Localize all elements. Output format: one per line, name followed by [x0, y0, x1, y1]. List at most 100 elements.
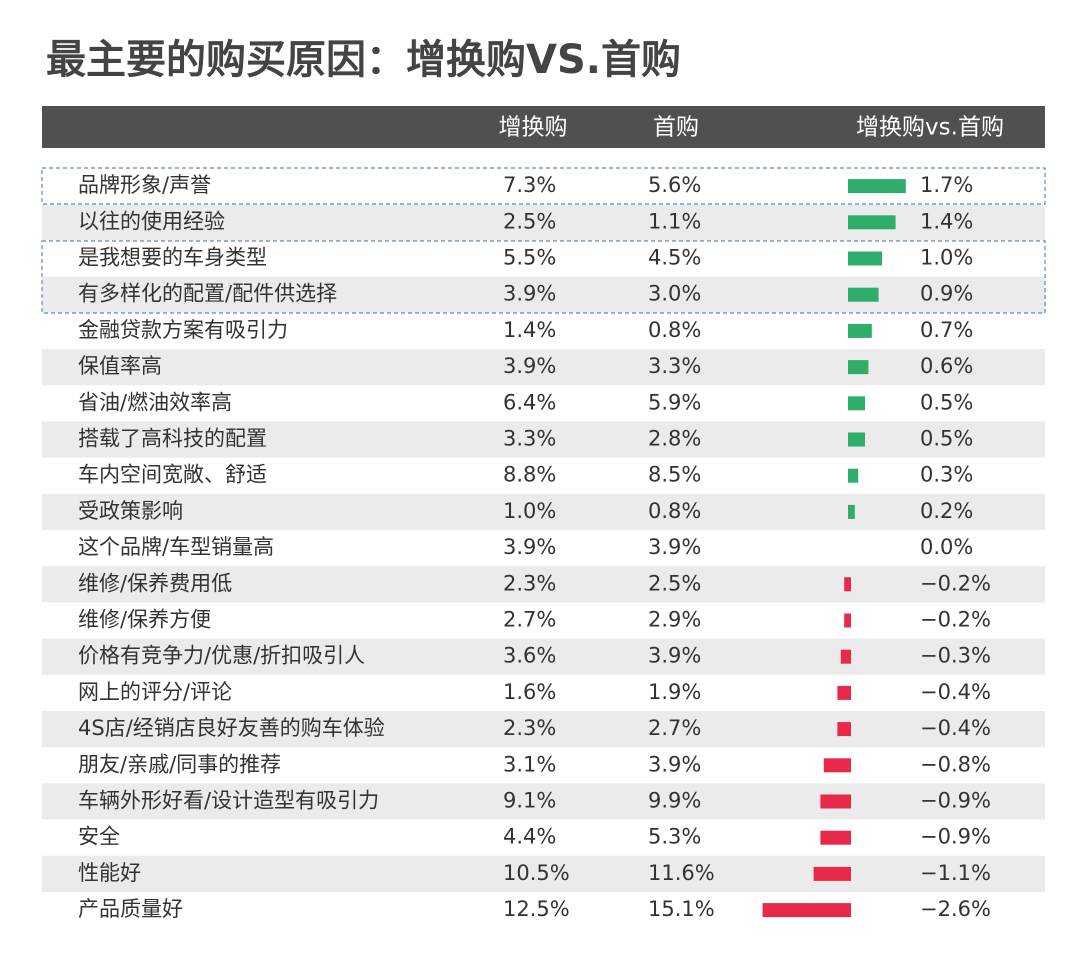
diff-bar [762, 903, 851, 918]
diff-bar [837, 722, 851, 737]
first-share: 3.0% [648, 282, 701, 306]
repeat-share: 1.6% [503, 680, 556, 704]
diff-label: −0.9% [920, 825, 991, 849]
repeat-share: 3.9% [503, 354, 556, 378]
reason: 维修/保养费用低 [78, 571, 232, 595]
diff-label: 1.7% [920, 173, 973, 197]
first-share: 3.9% [648, 752, 701, 776]
first-share: 3.9% [648, 644, 701, 668]
reason: 网上的评分/评论 [78, 680, 232, 704]
diff-bar [823, 758, 851, 773]
repeat-share: 12.5% [503, 897, 570, 921]
diff-bar [848, 179, 906, 194]
column-header: 增换购 [499, 115, 568, 141]
diff-bar [844, 577, 851, 592]
diff-bar [848, 287, 879, 302]
repeat-share: 1.0% [503, 499, 556, 523]
repeat-share: 3.3% [503, 427, 556, 451]
reason: 这个品牌/车型销量高 [78, 535, 274, 559]
diff-label: −0.9% [920, 789, 991, 813]
reason: 性能好 [78, 861, 141, 885]
row-bg [42, 493, 1045, 530]
diff-label: 0.7% [920, 318, 973, 342]
diff-label: 0.9% [920, 282, 973, 306]
header-bar [42, 106, 1045, 148]
diff-label: 0.3% [920, 463, 973, 487]
diff-bar [820, 830, 851, 845]
diff-label: 0.2% [920, 499, 973, 523]
reason: 金融贷款方案有吸引力 [78, 318, 288, 342]
diff-bar [813, 866, 851, 881]
diff-label: 0.5% [920, 427, 973, 451]
diff-label: 0.6% [920, 354, 973, 378]
row-bg [42, 349, 1045, 386]
reason: 朋友/亲戚/同事的推荐 [78, 752, 281, 776]
column-header: 首购 [653, 115, 699, 141]
diff-bar [848, 468, 859, 483]
reason: 产品质量好 [78, 897, 183, 921]
diff-bar [848, 504, 855, 519]
repeat-share: 3.9% [503, 282, 556, 306]
reason: 搭载了高科技的配置 [78, 427, 267, 451]
repeat-share: 9.1% [503, 789, 556, 813]
diff-label: −0.8% [920, 752, 991, 776]
diff-label: −0.4% [920, 716, 991, 740]
reason: 有多样化的配置/配件供选择 [78, 282, 337, 306]
first-share: 3.3% [648, 354, 701, 378]
repeat-share: 1.4% [503, 318, 556, 342]
repeat-share: 4.4% [503, 825, 556, 849]
diff-label: −0.2% [920, 571, 991, 595]
first-share: 2.5% [648, 571, 701, 595]
first-share: 4.5% [648, 246, 701, 270]
diff-bar [848, 360, 869, 375]
first-share: 3.9% [648, 535, 701, 559]
reason: 车辆外形好看/设计造型有吸引力 [78, 789, 379, 813]
repeat-share: 2.3% [503, 716, 556, 740]
reason: 以往的使用经验 [78, 209, 225, 233]
first-share: 1.1% [648, 209, 701, 233]
diff-label: −0.4% [920, 680, 991, 704]
first-share: 2.8% [648, 427, 701, 451]
reason: 车内空间宽敞、舒适 [78, 463, 267, 487]
first-share: 9.9% [648, 789, 701, 813]
first-share: 15.1% [648, 897, 715, 921]
first-share: 2.7% [648, 716, 701, 740]
reason: 品牌形象/声誉 [78, 173, 211, 197]
first-share: 5.3% [648, 825, 701, 849]
row-bg [42, 783, 1045, 820]
diff-bar [837, 685, 851, 700]
repeat-share: 2.5% [503, 209, 556, 233]
repeat-share: 2.7% [503, 608, 556, 632]
repeat-share: 3.6% [503, 644, 556, 668]
first-share: 11.6% [648, 861, 715, 885]
column-header: 增换购vs.首购 [856, 115, 1004, 141]
diff-bar [848, 215, 896, 230]
reason: 省油/燃油效率高 [78, 390, 232, 414]
title: 最主要的购买原因：增换购VS.首购 [46, 37, 681, 83]
repeat-share: 3.1% [503, 752, 556, 776]
diff-bar [844, 613, 851, 628]
row-bg [42, 421, 1045, 458]
first-share: 0.8% [648, 499, 701, 523]
reason: 安全 [78, 825, 120, 849]
diff-label: 0.5% [920, 390, 973, 414]
repeat-share: 2.3% [503, 571, 556, 595]
first-share: 5.9% [648, 390, 701, 414]
reason: 是我想要的车身类型 [78, 246, 267, 270]
reason: 保值率高 [78, 354, 162, 378]
diff-label: −1.1% [920, 861, 991, 885]
first-share: 2.9% [648, 608, 701, 632]
reason: 受政策影响 [78, 499, 183, 523]
row-bg [42, 638, 1045, 675]
diff-label: 1.0% [920, 246, 973, 270]
diff-label: −0.2% [920, 608, 991, 632]
reason: 维修/保养方便 [78, 608, 211, 632]
repeat-share: 10.5% [503, 861, 570, 885]
first-share: 8.5% [648, 463, 701, 487]
diff-label: −0.3% [920, 644, 991, 668]
diff-label: −2.6% [920, 897, 991, 921]
first-share: 1.9% [648, 680, 701, 704]
first-share: 0.8% [648, 318, 701, 342]
repeat-share: 6.4% [503, 390, 556, 414]
